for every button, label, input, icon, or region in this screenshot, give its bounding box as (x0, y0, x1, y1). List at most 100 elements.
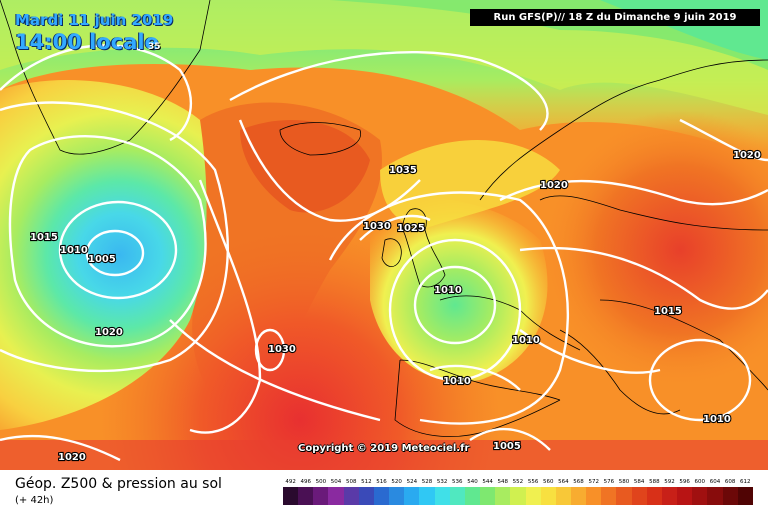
isobar-1020-uk (328, 191, 570, 425)
isobar-1025-atl (169, 319, 381, 422)
legend-swatch (298, 487, 314, 505)
isobar-1020-sw (0, 434, 121, 462)
legend-swatch (677, 487, 693, 505)
legend-swatch (586, 487, 602, 505)
legend-value: 528 (421, 479, 433, 485)
legend-swatch (737, 487, 753, 505)
z500-bottom-red (0, 440, 768, 470)
legend-value: 588 (649, 479, 660, 485)
legend-swatch (495, 487, 511, 505)
balkans-coast (599, 299, 768, 391)
isobar-label: 1030 (363, 221, 391, 232)
legend-value: 512 (361, 479, 372, 485)
iberia-north-coast (399, 359, 561, 401)
legend-swatch (540, 487, 556, 505)
baltic-coast (539, 195, 768, 231)
legend-value: 556 (527, 479, 539, 485)
isobar-1010-central (519, 329, 661, 374)
ireland-coast (381, 238, 402, 267)
legend-swatch (313, 487, 329, 505)
legend-swatch (616, 487, 632, 505)
isobar-1005 (85, 229, 145, 277)
legend-swatch (480, 487, 496, 505)
legend-value: 600 (694, 479, 706, 485)
greenland-coast (0, 0, 211, 155)
isobar-label: 1015 (654, 306, 682, 317)
legend-swatch (570, 487, 587, 505)
legend-value: 612 (740, 479, 751, 485)
isobar-1020-scandi (499, 179, 768, 206)
legend-value: 532 (436, 479, 448, 485)
isobar-label: 1010 (703, 414, 731, 425)
forecast-time-suffix: 35 (148, 42, 161, 52)
legend-swatch (283, 487, 299, 505)
isobar-1015-uk (388, 238, 522, 382)
legend-value: 564 (558, 479, 569, 485)
isobar-1010-iberia (429, 364, 521, 391)
legend-swatch (646, 487, 662, 505)
legend-value: 492 (285, 479, 296, 485)
isobar-1020-west (0, 101, 229, 373)
legend-labels: 492 496 500 504 508 512 516 520 524 528 532 536 540 5… (283, 478, 753, 486)
map-title: Géop. Z500 & pression au sol (15, 476, 222, 492)
isobar-north-greenland (0, 44, 193, 142)
legend-value: 560 (542, 479, 554, 485)
legend-value: 516 (376, 479, 387, 485)
legend-swatch (419, 487, 435, 505)
legend-value: 568 (573, 479, 584, 485)
isobars (0, 44, 768, 462)
isobar-label: 1020 (540, 180, 568, 191)
color-legend: 492 496 500 504 508 512 516 520 524 528 532 536 540 5… (283, 478, 753, 505)
forecast-date: Mardi 11 juin 2019 (15, 11, 174, 29)
legend-swatch (525, 487, 541, 505)
legend-value: 536 (452, 479, 463, 485)
copyright-text: Copyright © 2019 Meteociel.fr (298, 443, 470, 454)
legend-value: 592 (664, 479, 675, 485)
isobar-label: 1005 (493, 441, 521, 452)
legend-value: 604 (709, 479, 721, 485)
isobar-1035-arc (229, 51, 549, 131)
model-run-label: Run GFS(P)// 18 Z du Dimanche 9 juin 201… (470, 9, 760, 26)
legend-swatch (358, 487, 374, 505)
z500-atlantic-low (0, 80, 207, 430)
isobar-1020-ne (679, 118, 768, 162)
legend-swatch (389, 487, 405, 505)
isobar-label: 1030 (268, 344, 296, 355)
legend-swatch (373, 487, 390, 505)
legend-swatches (283, 487, 753, 505)
legend-value: 548 (497, 479, 509, 485)
legend-value: 584 (633, 479, 645, 485)
legend-swatch (631, 487, 647, 505)
legend-swatch (661, 487, 678, 505)
isobar-label: 1010 (512, 335, 540, 346)
legend-swatch (343, 487, 359, 505)
isobar-1010-uk (413, 265, 497, 345)
isobar-labels: 1010 1005 1015 1020 1030 1035 1030 1025 … (29, 149, 762, 464)
z500-uk-low (370, 196, 548, 382)
legend-swatch (449, 487, 465, 505)
isobar-1010-west (58, 200, 178, 300)
isobar-label: 1010 (60, 245, 88, 256)
legend-value: 596 (679, 479, 690, 485)
isobar-1030-azores (254, 328, 286, 372)
legend-swatch (555, 487, 571, 505)
isobar-label: 1005 (88, 254, 116, 265)
legend-swatch (464, 487, 481, 505)
legend-value: 504 (330, 479, 342, 485)
great-britain-coast (402, 208, 446, 288)
isobar-1015-west (8, 135, 207, 348)
isobar-label: 1020 (58, 452, 86, 463)
legend-value: 576 (603, 479, 615, 485)
legend-swatch (707, 487, 723, 505)
scandinavia-coast (479, 59, 768, 201)
legend-swatch (601, 487, 617, 505)
isobar-1015-east (519, 246, 768, 310)
legend-swatch (328, 487, 344, 505)
legend-swatch (510, 487, 526, 505)
isobar-label: 1020 (95, 327, 123, 338)
legend-swatch (722, 487, 738, 505)
weather-map: 1010 1005 1015 1020 1030 1035 1030 1025 … (0, 0, 768, 470)
isobar-label: 1035 (389, 165, 417, 176)
isobar-label: 1020 (733, 150, 761, 161)
isobar-1030-atl (189, 179, 262, 434)
